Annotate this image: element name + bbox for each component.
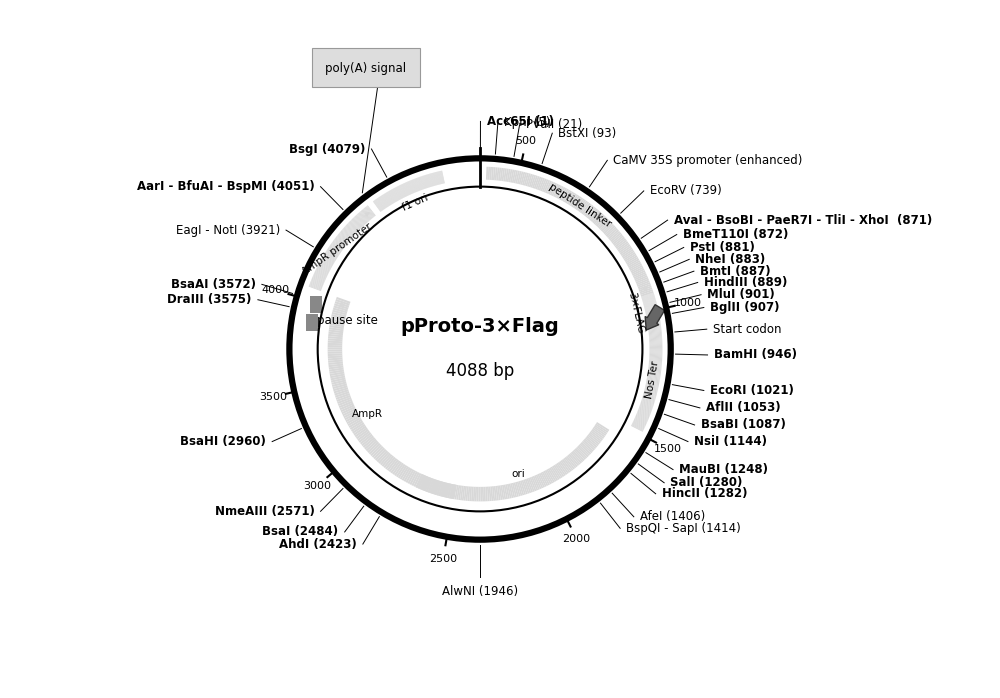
- Text: AfeI (1406): AfeI (1406): [640, 510, 705, 524]
- Text: AhdI (2423): AhdI (2423): [279, 537, 357, 551]
- Text: 4088 bp: 4088 bp: [446, 362, 514, 380]
- Text: NheI (883): NheI (883): [695, 253, 766, 266]
- Text: 4000: 4000: [261, 285, 290, 295]
- Text: AlwNI (1946): AlwNI (1946): [442, 585, 518, 598]
- Text: NsiI (1144): NsiI (1144): [694, 435, 767, 448]
- Text: Nos Ter: Nos Ter: [644, 359, 660, 399]
- Bar: [306, 314, 318, 332]
- Text: BmeT110I (872): BmeT110I (872): [683, 228, 788, 241]
- Text: KpnI (5): KpnI (5): [504, 116, 550, 128]
- Text: SalI (1280): SalI (1280): [670, 476, 743, 489]
- Text: ori: ori: [511, 468, 525, 479]
- FancyArrow shape: [645, 304, 665, 330]
- Text: AmpR promoter: AmpR promoter: [300, 221, 374, 276]
- Text: poly(A) signal: poly(A) signal: [325, 62, 406, 75]
- FancyBboxPatch shape: [312, 47, 420, 87]
- Text: AarI - BfuAI - BspMI (4051): AarI - BfuAI - BspMI (4051): [137, 180, 314, 193]
- Text: DraIII (3575): DraIII (3575): [167, 293, 252, 306]
- Text: BamHI (946): BamHI (946): [714, 348, 797, 362]
- Text: peptide linker: peptide linker: [547, 182, 613, 230]
- Text: EcoRI (1021): EcoRI (1021): [710, 384, 794, 397]
- Text: BsgI (4079): BsgI (4079): [289, 142, 365, 156]
- Text: 1000: 1000: [674, 298, 702, 308]
- Text: AvaI - BsoBI - PaeR7I - TliI - XhoI  (871): AvaI - BsoBI - PaeR7I - TliI - XhoI (871…: [674, 214, 932, 227]
- Text: AmpR: AmpR: [352, 409, 383, 419]
- Bar: [310, 296, 322, 313]
- Text: NmeAIII (2571): NmeAIII (2571): [215, 505, 314, 518]
- Text: Start codon: Start codon: [713, 322, 781, 336]
- Circle shape: [289, 158, 671, 540]
- Text: Acc65I (1): Acc65I (1): [487, 115, 554, 128]
- Text: BstXI (93): BstXI (93): [558, 127, 617, 140]
- Text: 1500: 1500: [654, 444, 682, 454]
- Text: EcoRV (739): EcoRV (739): [650, 184, 722, 198]
- Text: pProto-3×Flag: pProto-3×Flag: [401, 318, 559, 336]
- Text: BspQI - SapI (1414): BspQI - SapI (1414): [626, 522, 741, 535]
- Text: 2000: 2000: [563, 533, 591, 544]
- Text: BsaI (2484): BsaI (2484): [262, 526, 339, 538]
- Text: 2500: 2500: [429, 554, 457, 563]
- Text: PstI (881): PstI (881): [690, 241, 755, 254]
- Text: 500: 500: [516, 136, 537, 147]
- Text: BsaHI (2960): BsaHI (2960): [180, 435, 266, 448]
- Text: BmtI (887): BmtI (887): [700, 265, 771, 278]
- Text: 3×FLAG: 3×FLAG: [626, 291, 646, 335]
- Text: BsaBI (1087): BsaBI (1087): [701, 419, 786, 431]
- Text: EagI - NotI (3921): EagI - NotI (3921): [176, 223, 280, 237]
- Text: HincII (1282): HincII (1282): [662, 487, 747, 500]
- Text: MluI (901): MluI (901): [707, 288, 775, 302]
- Text: PvuII (21): PvuII (21): [526, 119, 582, 131]
- Text: HindIII (889): HindIII (889): [704, 276, 787, 289]
- Text: AflII (1053): AflII (1053): [706, 401, 781, 415]
- Text: BsaAI (3572): BsaAI (3572): [171, 278, 256, 291]
- Text: CaMV 35S promoter (enhanced): CaMV 35S promoter (enhanced): [613, 154, 803, 167]
- Text: BglII (907): BglII (907): [710, 301, 779, 314]
- Text: 3500: 3500: [259, 392, 287, 402]
- Text: MauBI (1248): MauBI (1248): [679, 463, 768, 476]
- Text: pause site: pause site: [317, 314, 378, 327]
- Text: f1 ori: f1 ori: [400, 193, 430, 213]
- Text: 3000: 3000: [303, 481, 331, 491]
